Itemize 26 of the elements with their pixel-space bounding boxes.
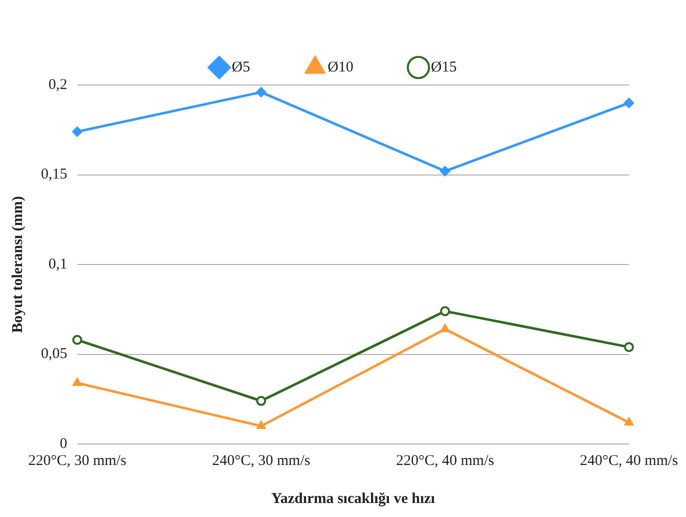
point bbox=[440, 324, 450, 332]
x-tick-label: 240°C, 40 mm/s bbox=[580, 452, 678, 469]
point bbox=[624, 98, 634, 108]
y-tick-label: 0,05 bbox=[41, 346, 68, 362]
point bbox=[72, 378, 82, 386]
point bbox=[440, 166, 450, 176]
legend-label: Ø5 bbox=[232, 59, 250, 76]
y-tick-label: 0 bbox=[60, 436, 68, 452]
legend-label: Ø10 bbox=[328, 59, 354, 76]
point bbox=[440, 306, 450, 316]
point bbox=[256, 87, 266, 98]
y-tick-label: 0,1 bbox=[48, 256, 68, 272]
point bbox=[72, 334, 82, 345]
y-tick-label: 0,15 bbox=[41, 166, 68, 183]
point bbox=[624, 342, 634, 352]
x-tick-label: 220°C, 40 mm/s bbox=[396, 452, 494, 469]
point bbox=[624, 417, 634, 426]
point bbox=[256, 421, 266, 430]
y-tick-label: 0,2 bbox=[48, 76, 68, 93]
x-tick-label: 220°C, 30 mm/s bbox=[28, 452, 126, 469]
legend-label: Ø15 bbox=[430, 59, 457, 76]
x-axis-title: Yazdırma sıcaklığı ve hızı bbox=[271, 490, 435, 507]
x-tick-label: 240°C, 30 mm/s bbox=[212, 452, 310, 469]
y-axis-title: Boyut toleransı (mm) bbox=[10, 196, 26, 333]
point bbox=[256, 396, 266, 406]
point bbox=[72, 126, 82, 137]
